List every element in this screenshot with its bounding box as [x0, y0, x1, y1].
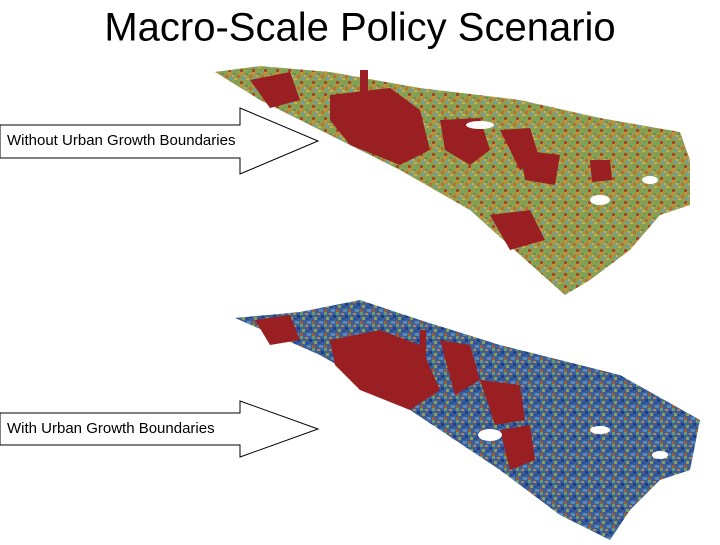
slide-title: Macro-Scale Policy Scenario [104, 6, 615, 50]
arrow-label: Without Urban Growth Boundaries [7, 132, 235, 149]
terrain-map-with-boundaries [235, 300, 700, 540]
terrain-map-without-boundaries [215, 66, 690, 295]
arrow-shape [0, 400, 320, 458]
terrain-holes [466, 121, 658, 205]
terrain-surface [235, 300, 700, 540]
arrow-label: With Urban Growth Boundaries [7, 420, 215, 437]
arrow-callout: With Urban Growth Boundaries [0, 400, 320, 458]
urban-peaks [255, 315, 535, 470]
arrow-callout: Without Urban Growth Boundaries [0, 107, 320, 175]
urban-peaks [250, 70, 612, 250]
terrain-holes [478, 426, 668, 459]
arrow-shape [0, 107, 320, 175]
